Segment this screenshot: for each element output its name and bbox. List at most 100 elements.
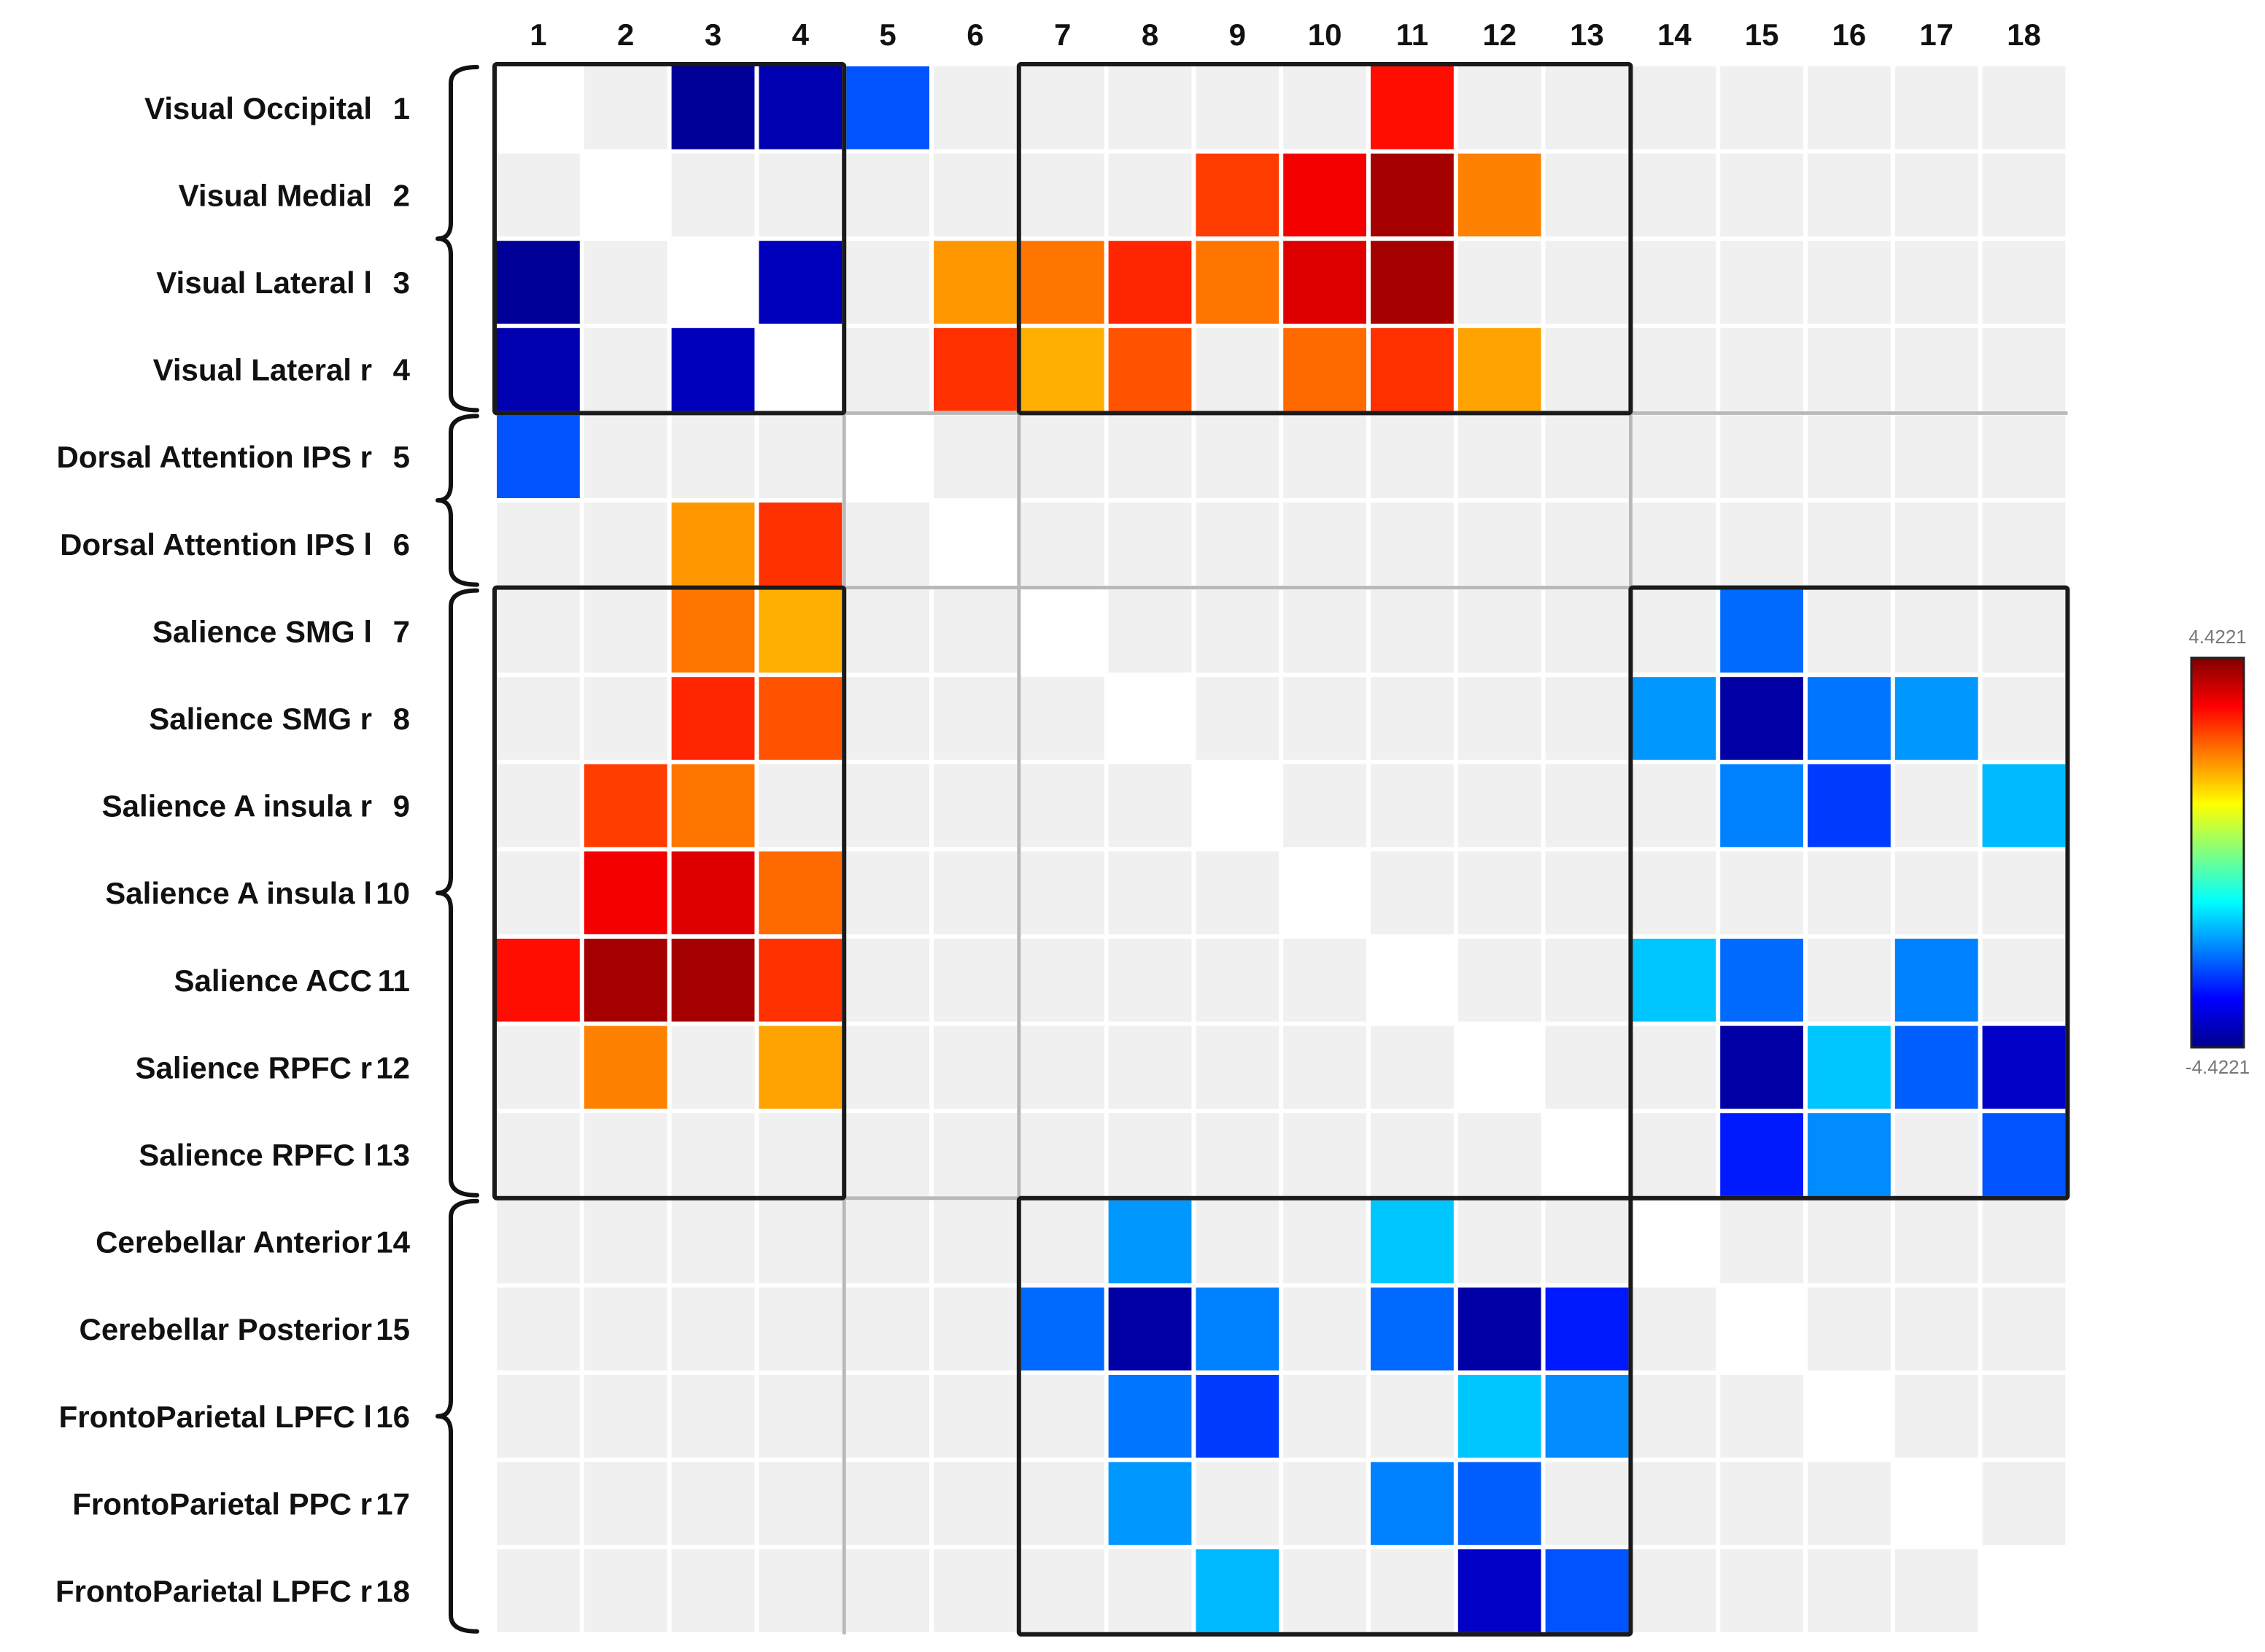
heatmap-cell-r18-c11	[1371, 1549, 1454, 1632]
heatmap-cell-r6-c9	[1196, 503, 1279, 586]
heatmap-cell-r9-c8	[1108, 764, 1192, 848]
heatmap-cell-r11-c6	[934, 939, 1017, 1022]
heatmap-cell-r2-c15	[1720, 153, 1803, 237]
heatmap-cell-r17-c5	[846, 1462, 929, 1546]
heatmap-cell-r3-c14	[1633, 241, 1716, 324]
heatmap-cell-r16-c1	[497, 1375, 580, 1458]
heatmap-cell-r5-c12	[1457, 415, 1541, 498]
row-index-18: 18	[376, 1574, 410, 1608]
heatmap-cell-r13-c4	[759, 1113, 843, 1196]
heatmap-cell-r15-c16	[1808, 1287, 1891, 1370]
heatmap-cell-r2-c14	[1633, 153, 1716, 237]
heatmap-cell-r1-c4	[759, 66, 843, 150]
heatmap-cell-r1-c8	[1108, 66, 1192, 150]
row-index-9: 9	[393, 789, 410, 823]
highlight-block-2	[1016, 62, 1633, 416]
heatmap-cell-r15-c15	[1720, 1287, 1803, 1370]
heatmap-cell-r9-c1	[497, 764, 580, 848]
heatmap-cell-r1-c11	[1371, 66, 1454, 150]
heatmap-cell-r7-c6	[934, 589, 1017, 673]
heatmap-cell-r17-c15	[1720, 1462, 1803, 1546]
heatmap-cell-r16-c18	[1982, 1375, 2066, 1458]
heatmap-cell-r9-c15	[1720, 764, 1803, 848]
heatmap-cell-r7-c12	[1457, 589, 1541, 673]
heatmap-cell-r5-c5	[846, 415, 929, 498]
heatmap-cell-r3-c2	[584, 241, 667, 324]
row-index-14: 14	[376, 1225, 410, 1260]
row-label-13: Salience RPFC l	[139, 1138, 372, 1172]
heatmap-cell-r10-c14	[1633, 851, 1716, 934]
heatmap-cell-r5-c13	[1545, 415, 1629, 498]
heatmap-cell-r3-c6	[934, 241, 1017, 324]
heatmap-cell-r10-c4	[759, 851, 843, 934]
heatmap-cell-r8-c2	[584, 677, 667, 760]
heatmap-cell-r6-c10	[1283, 503, 1366, 586]
heatmap-cell-r12-c14	[1633, 1025, 1716, 1109]
heatmap-cell-r1-c18	[1982, 66, 2066, 150]
row-index-16: 16	[376, 1400, 410, 1434]
heatmap-cell-r9-c7	[1021, 764, 1104, 848]
heatmap-cell-r10-c18	[1982, 851, 2066, 934]
heatmap-cell-r8-c1	[497, 677, 580, 760]
heatmap-cell-r3-c15	[1720, 241, 1803, 324]
group-braces	[435, 65, 479, 1634]
heatmap-cell-r15-c4	[759, 1287, 843, 1370]
heatmap-cell-r1-c5	[846, 66, 929, 150]
heatmap-cell-r11-c8	[1108, 939, 1192, 1022]
heatmap-cell-r10-c8	[1108, 851, 1192, 934]
heatmap-cell-r6-c14	[1633, 503, 1716, 586]
heatmap-cell-r16-c13	[1545, 1375, 1629, 1458]
heatmap-cell-r11-c18	[1982, 939, 2066, 1022]
heatmap-cell-r17-c1	[497, 1462, 580, 1546]
heatmap-cell-r6-c8	[1108, 503, 1192, 586]
heatmap-cell-r11-c16	[1808, 939, 1891, 1022]
heatmap-cell-r18-c15	[1720, 1549, 1803, 1632]
row-label-17: FrontoParietal PPC r	[72, 1486, 372, 1521]
heatmap-cell-r13-c10	[1283, 1113, 1366, 1196]
heatmap-cell-r7-c8	[1108, 589, 1192, 673]
heatmap-cell-r15-c9	[1196, 1287, 1279, 1370]
heatmap-cell-r11-c4	[759, 939, 843, 1022]
row-index-12: 12	[376, 1050, 410, 1085]
heatmap-cell-r2-c17	[1894, 153, 1978, 237]
heatmap-cells	[497, 66, 2066, 1632]
row-label-2: Visual Medial	[179, 178, 372, 212]
heatmap-cell-r4-c1	[497, 327, 580, 411]
heatmap-cell-r12-c2	[584, 1025, 667, 1109]
heatmap-cell-r7-c10	[1283, 589, 1366, 673]
heatmap-cell-r13-c8	[1108, 1113, 1192, 1196]
heatmap-cell-r1-c10	[1283, 66, 1366, 150]
heatmap-cell-r10-c9	[1196, 851, 1279, 934]
heatmap-cell-r6-c5	[846, 503, 929, 586]
heatmap-cell-r14-c5	[846, 1200, 929, 1284]
heatmap-cell-r6-c3	[671, 503, 755, 586]
heatmap-cell-r3-c5	[846, 241, 929, 324]
heatmap-cell-r10-c12	[1457, 851, 1541, 934]
row-index-1: 1	[393, 91, 410, 125]
heatmap-cell-r3-c17	[1894, 241, 1978, 324]
heatmap-cell-r17-c10	[1283, 1462, 1366, 1546]
heatmap-cell-r11-c14	[1633, 939, 1716, 1022]
heatmap-cell-r17-c12	[1457, 1462, 1541, 1546]
heatmap-cell-r1-c1	[497, 66, 580, 150]
heatmap-cell-r17-c11	[1371, 1462, 1454, 1546]
heatmap-cell-r14-c18	[1982, 1200, 2066, 1284]
heatmap-cell-r3-c16	[1808, 241, 1891, 324]
heatmap-cell-r8-c17	[1894, 677, 1978, 760]
heatmap-cell-r10-c3	[671, 851, 755, 934]
heatmap-cell-r12-c8	[1108, 1025, 1192, 1109]
heatmap-cell-r16-c11	[1371, 1375, 1454, 1458]
heatmap-cell-r18-c4	[759, 1549, 843, 1632]
heatmap-cell-r2-c5	[846, 153, 929, 237]
heatmap-cell-r15-c17	[1894, 1287, 1978, 1370]
heatmap-cell-r9-c5	[846, 764, 929, 848]
heatmap-cell-r3-c3	[671, 241, 755, 324]
heatmap-cell-r1-c12	[1457, 66, 1541, 150]
heatmap-cell-r17-c16	[1808, 1462, 1891, 1546]
row-labels: Visual Occipital 1 Visual Medial 2 Visual La…	[55, 91, 411, 1608]
heatmap-cell-r2-c11	[1371, 153, 1454, 237]
heatmap-cell-r11-c17	[1894, 939, 1978, 1022]
row-index-10: 10	[376, 876, 410, 910]
heatmap-cell-r7-c4	[759, 589, 843, 673]
